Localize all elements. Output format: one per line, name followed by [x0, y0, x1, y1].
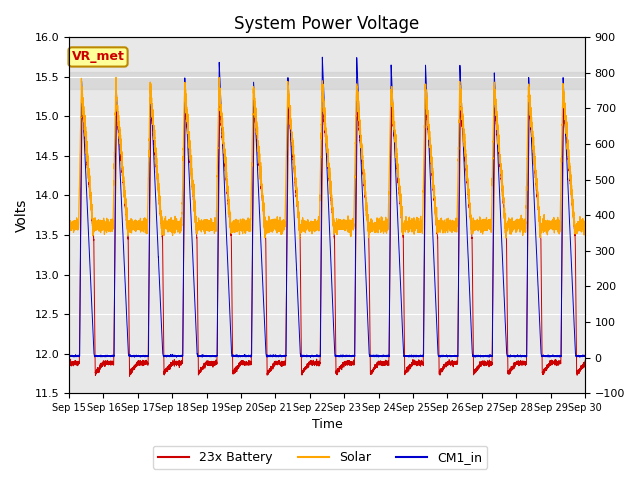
Legend: 23x Battery, Solar, CM1_in: 23x Battery, Solar, CM1_in: [153, 446, 487, 469]
Title: System Power Voltage: System Power Voltage: [234, 15, 420, 33]
Bar: [69, 72, 585, 89]
X-axis label: Time: Time: [312, 419, 342, 432]
Y-axis label: Volts: Volts: [15, 199, 29, 232]
Text: VR_met: VR_met: [72, 50, 125, 63]
